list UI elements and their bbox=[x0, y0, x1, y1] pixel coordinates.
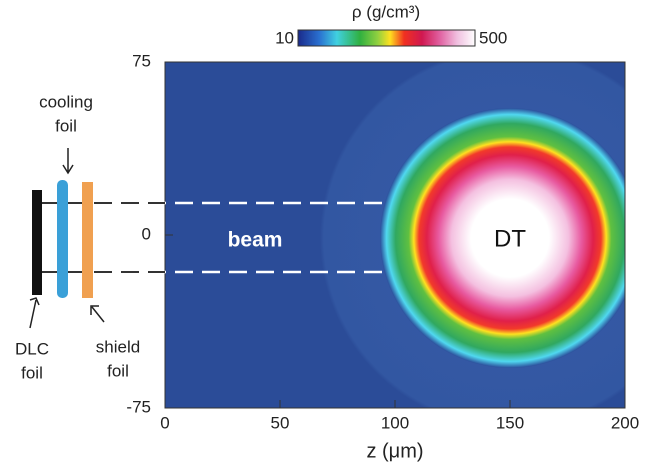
shield-foil bbox=[82, 182, 93, 298]
colorbar-tick-label: 500 bbox=[479, 28, 507, 47]
arrow bbox=[29, 297, 40, 329]
annotation: cooling bbox=[39, 92, 93, 111]
colorbar-tick-label: 10 bbox=[275, 28, 294, 47]
dlc-foil bbox=[32, 190, 42, 295]
x-tick-label: 150 bbox=[496, 413, 524, 432]
x-tick-label: 0 bbox=[160, 413, 169, 432]
x-axis-label: z (μm) bbox=[366, 440, 423, 462]
x-tick-label: 50 bbox=[271, 413, 290, 432]
arrow bbox=[90, 305, 105, 323]
y-tick-label: 75 bbox=[132, 51, 151, 70]
target-density bbox=[380, 108, 625, 368]
annotation: beam bbox=[228, 229, 283, 252]
annotation: foil bbox=[21, 363, 43, 382]
y-tick-label: -75 bbox=[126, 397, 151, 416]
colorbar-label: ρ (g/cm³) bbox=[352, 2, 420, 21]
annotation: foil bbox=[55, 116, 77, 135]
cooling-foil bbox=[57, 180, 68, 298]
y-tick-label: 0 bbox=[142, 224, 151, 243]
annotation: shield bbox=[96, 337, 140, 356]
annotation: DT bbox=[494, 225, 526, 252]
x-tick-label: 200 bbox=[611, 413, 639, 432]
plot-area bbox=[164, 61, 626, 409]
arrow bbox=[62, 148, 74, 175]
colorbar bbox=[297, 29, 476, 47]
annotation: DLC bbox=[15, 339, 49, 358]
x-tick-label: 100 bbox=[381, 413, 409, 432]
annotation: foil bbox=[107, 361, 129, 380]
